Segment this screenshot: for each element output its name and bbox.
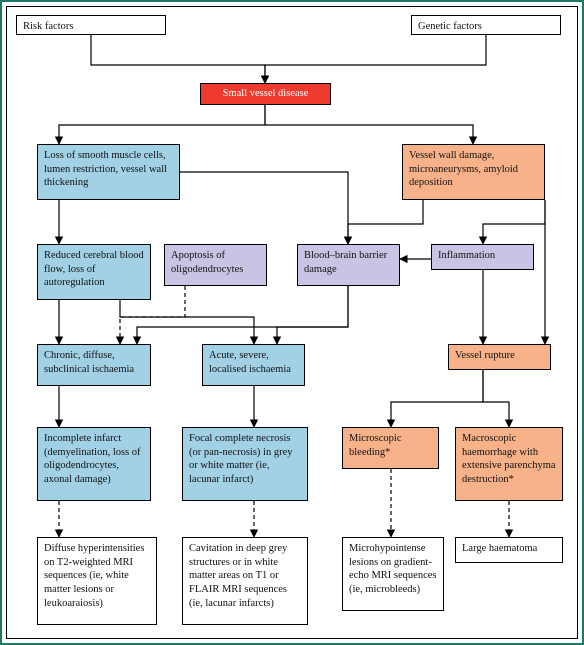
node-bbb: Blood–brain barrier damage bbox=[297, 244, 400, 286]
node-lsmc: Loss of smooth muscle cells, lumen restr… bbox=[37, 144, 180, 200]
node-label: Reduced cerebral blood flow, loss of aut… bbox=[44, 249, 144, 290]
edge-risk-svd bbox=[91, 35, 265, 83]
figure-canvas: Risk factors Genetic factors Small vessel … bbox=[6, 6, 578, 639]
node-apop: Apoptosis of oligodendrocytes bbox=[164, 244, 267, 286]
node-label: Vessel wall damage, microaneurysms, amyl… bbox=[409, 149, 538, 190]
node-label: Focal complete necrosis (or pan-necrosis… bbox=[189, 432, 301, 487]
node-label: Incomplete infarct (demyelination, loss … bbox=[44, 432, 144, 487]
node-label: Loss of smooth muscle cells, lumen restr… bbox=[44, 149, 173, 190]
edge-vwd-bbb bbox=[348, 200, 423, 244]
node-vrup: Vessel rupture bbox=[448, 344, 551, 370]
node-label: Large haematoma bbox=[462, 542, 537, 556]
figure-frame: Risk factors Genetic factors Small vessel … bbox=[0, 0, 584, 645]
node-focnec: Focal complete necrosis (or pan-necrosis… bbox=[182, 427, 308, 501]
node-vwd: Vessel wall damage, microaneurysms, amyl… bbox=[402, 144, 545, 200]
node-machaem: Macroscopic haemorrhage with extensive p… bbox=[455, 427, 563, 501]
edge-bbb-asli bbox=[277, 286, 348, 344]
node-lhaem: Large haematoma bbox=[455, 537, 563, 563]
node-label: Macroscopic haemorrhage with extensive p… bbox=[462, 432, 556, 487]
node-mhypo: Microhypointense lesions on gradient-ech… bbox=[342, 537, 444, 611]
node-svd: Small vessel disease bbox=[200, 83, 331, 105]
edge-svd-lsmc bbox=[59, 105, 265, 144]
edge-svd-vwd bbox=[265, 105, 473, 144]
node-label: Genetic factors bbox=[418, 20, 482, 34]
node-label: Acute, severe, localised ischaemia bbox=[209, 349, 298, 376]
node-cdsi: Chronic, diffuse, subclinical ischaemia bbox=[37, 344, 151, 386]
node-label: Microscopic bleeding* bbox=[349, 432, 432, 459]
edge-bbb-cdsi bbox=[137, 286, 348, 344]
edge-rcbf-asli bbox=[120, 300, 254, 344]
node-rcbf: Reduced cerebral blood flow, loss of aut… bbox=[37, 244, 151, 300]
node-micbl: Microscopic bleeding* bbox=[342, 427, 439, 469]
edge-lsmc-bbb bbox=[180, 172, 348, 244]
node-label: Vessel rupture bbox=[455, 349, 515, 363]
node-label: Cavitation in deep grey structures or in… bbox=[189, 542, 301, 610]
node-label: Diffuse hyperintensities on T2-weighted … bbox=[44, 542, 150, 610]
edge-vrup-machaem bbox=[483, 370, 509, 427]
edge-genetic-svd bbox=[265, 35, 486, 83]
node-label: Apoptosis of oligodendrocytes bbox=[171, 249, 260, 276]
node-label: Chronic, diffuse, subclinical ischaemia bbox=[44, 349, 144, 376]
node-label: Risk factors bbox=[23, 20, 73, 34]
node-genetic: Genetic factors bbox=[411, 15, 561, 35]
node-infl: Inflammation bbox=[431, 244, 534, 270]
edge-vwd-infl bbox=[483, 200, 545, 244]
node-label: Blood–brain barrier damage bbox=[304, 249, 393, 276]
node-label: Inflammation bbox=[438, 249, 495, 263]
node-cavit: Cavitation in deep grey structures or in… bbox=[182, 537, 308, 625]
node-incinf: Incomplete infarct (demyelination, loss … bbox=[37, 427, 151, 501]
node-asli: Acute, severe, localised ischaemia bbox=[202, 344, 305, 386]
node-label: Microhypointense lesions on gradient-ech… bbox=[349, 542, 437, 597]
node-risk: Risk factors bbox=[16, 15, 166, 35]
edge-vrup-micbl bbox=[391, 370, 483, 427]
node-label: Small vessel disease bbox=[223, 87, 309, 101]
node-dhyp: Diffuse hyperintensities on T2-weighted … bbox=[37, 537, 157, 625]
